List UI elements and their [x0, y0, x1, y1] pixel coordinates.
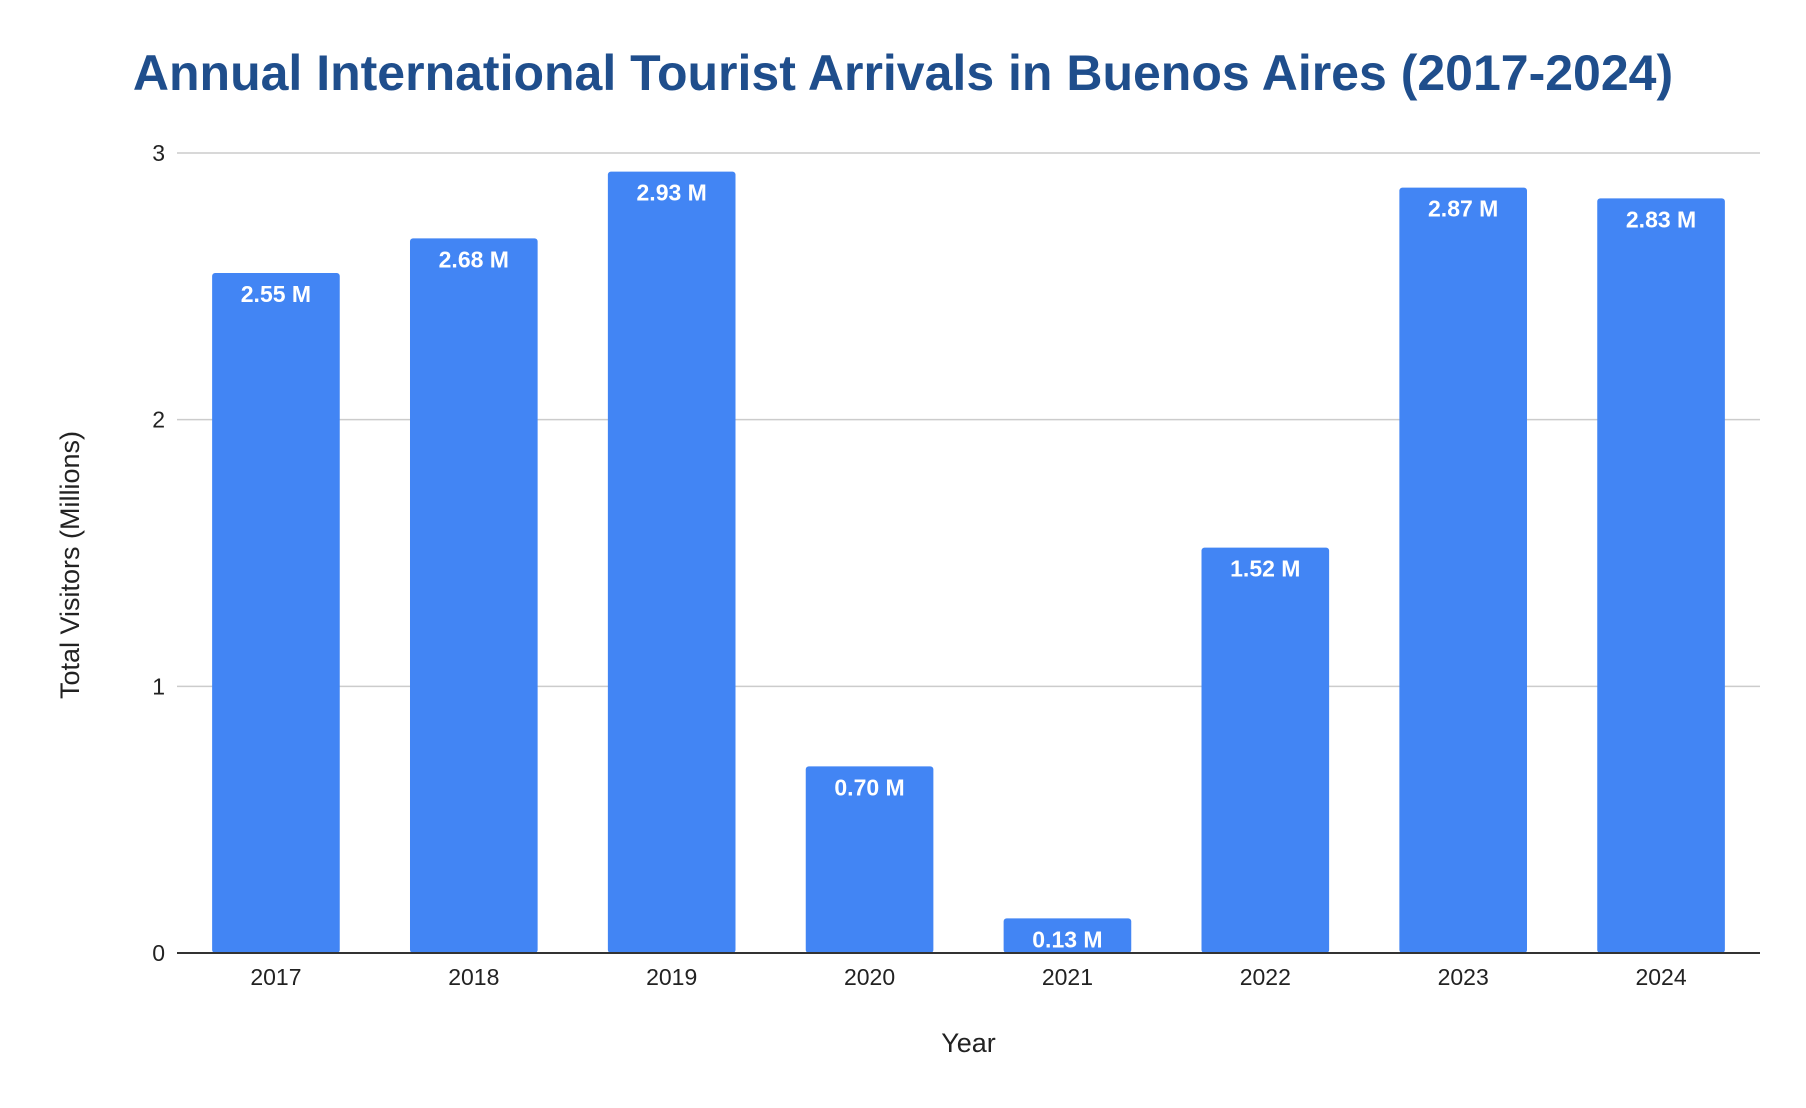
bar-2022	[1201, 547, 1330, 953]
y-axis-ticks: 0 1 2 3	[152, 140, 165, 966]
bar-2023	[1399, 187, 1528, 953]
data-label-2024: 2.83 M	[1626, 206, 1696, 232]
data-label-2023: 2.87 M	[1428, 196, 1498, 222]
data-label-2021: 0.13 M	[1032, 926, 1102, 952]
data-label-2019: 2.93 M	[637, 180, 707, 206]
x-tick-label-2019: 2019	[646, 964, 697, 990]
bar-2021	[1003, 918, 1132, 953]
x-tick-label-2020: 2020	[844, 964, 895, 990]
x-tick-label-2022: 2022	[1240, 964, 1291, 990]
x-axis-ticks: 2017 2018 2019 2020 2021 2022 2023 2024	[250, 964, 1686, 990]
y-axis-title: Total Visitors (Millions)	[55, 431, 85, 699]
x-tick-label-2017: 2017	[250, 964, 301, 990]
data-labels: 2.55 M 2.68 M 2.93 M 0.70 M 0.13 M 1.52 M 2.87…	[241, 180, 1696, 953]
y-tick-label-3: 3	[152, 140, 165, 166]
bar-2018	[409, 238, 538, 954]
bar-2019	[607, 171, 736, 953]
x-axis-title: Year	[941, 1028, 996, 1058]
data-label-2018: 2.68 M	[439, 246, 509, 272]
x-tick-label-2018: 2018	[448, 964, 499, 990]
bar-2024	[1597, 198, 1725, 954]
bar-2017	[212, 273, 340, 953]
bar-2020	[805, 766, 934, 953]
data-label-2020: 0.70 M	[834, 774, 904, 800]
y-tick-label-1: 1	[152, 673, 165, 699]
chart-title: Annual International Tourist Arrivals in…	[132, 45, 1674, 101]
y-tick-label-0: 0	[152, 940, 165, 966]
bars	[212, 171, 1725, 954]
data-label-2022: 1.52 M	[1230, 556, 1300, 582]
data-label-2017: 2.55 M	[241, 281, 311, 307]
x-tick-label-2023: 2023	[1438, 964, 1489, 990]
y-tick-label-2: 2	[152, 407, 165, 433]
x-tick-label-2024: 2024	[1635, 964, 1686, 990]
x-tick-label-2021: 2021	[1042, 964, 1093, 990]
